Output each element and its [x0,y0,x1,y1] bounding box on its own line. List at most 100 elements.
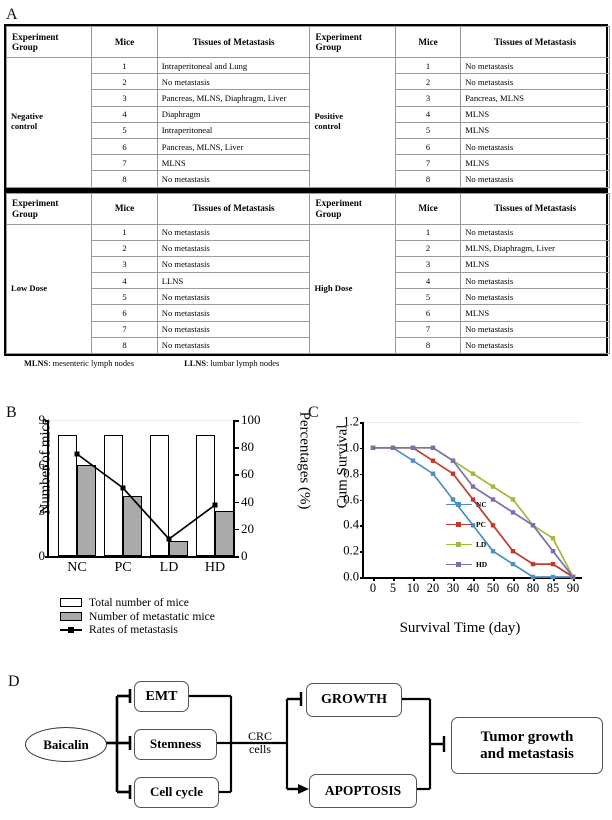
legend-swatch-nc-icon [446,500,472,509]
diagram-node-emt: EMT [134,681,189,712]
x-tick-label: 5 [389,581,397,595]
tissue-value: No metastasis [460,73,610,91]
bar-metastatic-hd [215,510,234,556]
header-tissues-right: Tissues of Metastasis [460,192,610,225]
footnote-abbr-mlns: MLNS [24,359,49,368]
tissue-value: No metastasis [156,288,311,306]
bar-metastatic-ld [169,540,188,556]
legend-swatch-metastatic-icon [60,611,82,621]
mouse-id: 7 [91,154,158,172]
header-mice-right: Mice [394,192,462,225]
final-line2: and metastasis [480,745,574,762]
y-tick-label: 9 [38,412,46,427]
table-separator [4,189,608,193]
tissue-value: Intraperitoneal and Lung [156,56,311,75]
group-cell-low-dose: Low Dose [5,223,93,354]
header-group-left: Experiment Group [5,26,93,58]
x-tick-label: 50 [486,581,500,595]
legend-label-nc: NC [476,499,487,509]
group-cell-high-dose: High Dose [309,223,396,354]
legend-label-pc: PC [476,519,486,529]
mouse-id: 2 [394,73,462,91]
table-header-row: Experiment Group Mice Tissues of Metasta… [5,192,610,225]
mouse-id: 8 [91,170,158,188]
tissue-value: No metastasis [460,320,610,338]
y-tick-label: 0.4 [343,517,359,532]
tissue-value: No metastasis [460,137,610,156]
mouse-id: 5 [91,121,158,139]
tissue-value: MLNS [156,154,311,172]
tissue-value: MLNS [460,304,610,322]
header-group-right: Experiment Group [309,26,396,58]
survival-plot-area: 1.2 1.0 0.8 0.6 0.4 0.2 0.0 0 5 10 20 30… [343,415,582,595]
y2-tick-mark [235,420,239,422]
legend-label-ld: LD [476,539,487,549]
x-tick-label: 90 [566,581,580,595]
mouse-id: 8 [91,336,158,355]
legend-item-pc: PC [446,514,487,534]
y-tick-mark [45,556,49,558]
y2-tick-mark [235,501,239,504]
table-row: 2 No metastasis 2 No metastasis [7,73,610,91]
mouse-id: 2 [394,239,462,257]
mouse-id: 1 [91,223,158,241]
x-tick-label-ld: LD [159,560,179,575]
plot-right-axis [233,420,235,556]
rates-of-metastasis-line [76,453,216,541]
bar-chart-plot-area: 9 6 3 0 100 80 60 40 20 0 [39,412,261,575]
tissue-value: No metastasis [156,239,311,257]
header-mice-left: Mice [91,192,158,225]
y-tick-mark [360,422,364,424]
mouse-id: 5 [91,288,158,306]
diagram-node-tumor-growth-metastasis: Tumor growth and metastasis [451,717,603,774]
panel-d-letter: D [8,673,20,690]
mouse-id: 3 [91,255,158,274]
y-tick-label: 3 [38,502,46,518]
header-group-left: Experiment Group [5,192,93,225]
table-row: 8 No metastasis 8 No metastasis [7,170,610,188]
mouse-id: 1 [91,56,158,75]
y-tick-mark [360,447,364,450]
survival-legend: NC PC LD HD [446,494,487,574]
survival-curves [370,445,576,580]
x-tick-mark [453,577,455,581]
panel-c-letter: C [308,404,319,421]
x-tick-mark [413,577,415,581]
diagram-node-cell-cycle: Cell cycle [134,777,219,808]
bar-metastatic-nc [77,465,96,556]
x-tick-mark [393,577,395,581]
tissue-value: No metastasis [156,336,311,355]
table-row: 8 No metastasis 8 No metastasis [7,336,610,355]
tissue-value: No metastasis [460,272,610,290]
y2-tick-mark [235,556,239,558]
tissue-value: No metastasis [460,170,610,188]
header-tissues-left: Tissues of Metastasis [156,26,311,58]
tissue-value: LLNS [156,272,311,290]
table-header-row: Experiment Group Mice Tissues of Metasta… [5,26,610,58]
tissue-value: No metastasis [460,223,610,241]
y-tick-mark [360,577,364,579]
y2-tick-mark [235,474,239,476]
y2-tick-label: 100 [241,412,261,427]
mouse-id: 6 [394,304,462,322]
table-row: 5 Intraperitoneal 5 MLNS [7,121,610,139]
y2-tick-label: 0 [241,548,248,563]
table-row: 6 Pancreas, MLNS, Liver 6 No metastasis [7,137,610,156]
mouse-id: 4 [394,272,462,290]
tissue-value: No metastasis [460,56,610,75]
panel-d-diagram: Baicalin EMT Stemness Cell cycle CRC cel… [0,655,612,820]
metastasis-table-bottom: Experiment Group Mice Tissues of Metasta… [5,192,610,355]
crc-line1: CRC [247,729,272,743]
x-tick-label: 20 [426,581,440,595]
bar-total-hd [196,435,215,556]
x-tick-mark [513,577,515,581]
diagram-node-growth: GROWTH [306,683,402,717]
y-tick-mark [45,510,49,513]
footnote-def-mlns: : mesenteric lymph nodes [48,359,135,368]
header-mice-right: Mice [394,26,462,58]
diagram-label-crc-cells: CRC cells [233,729,287,756]
legend-swatch-hd-icon [446,560,472,569]
y2-tick-label: 20 [241,520,254,536]
mouse-id: 7 [91,320,158,338]
tissue-value: MLNS [460,121,610,139]
